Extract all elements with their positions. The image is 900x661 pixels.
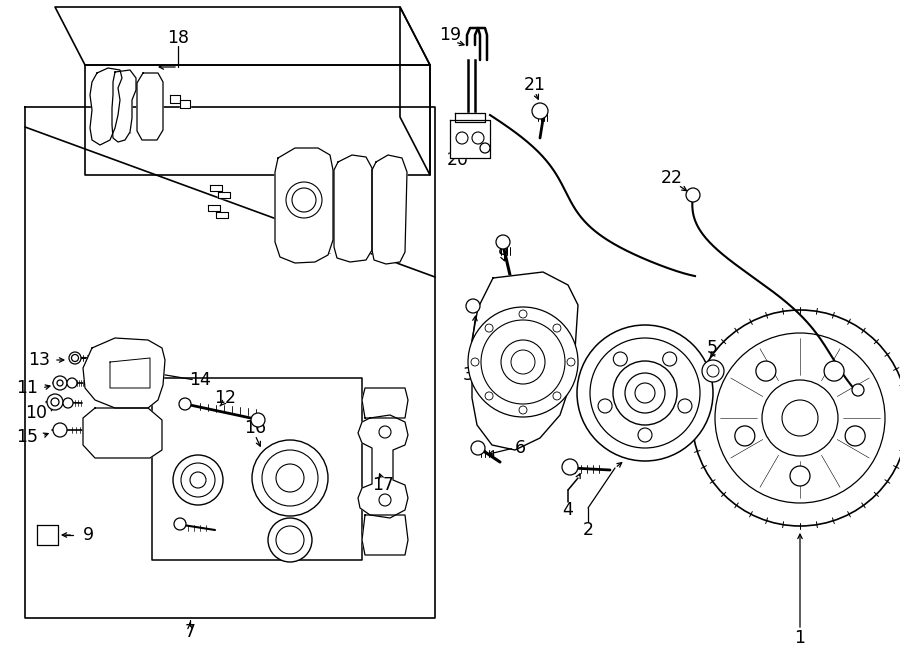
Circle shape xyxy=(47,394,63,410)
Text: 9: 9 xyxy=(83,526,94,544)
Circle shape xyxy=(286,182,322,218)
Circle shape xyxy=(179,398,191,410)
Circle shape xyxy=(613,352,627,366)
Text: 2: 2 xyxy=(582,521,593,539)
Circle shape xyxy=(577,325,713,461)
Polygon shape xyxy=(110,358,150,388)
Polygon shape xyxy=(83,338,165,408)
Circle shape xyxy=(756,361,776,381)
Circle shape xyxy=(496,235,510,249)
Circle shape xyxy=(790,466,810,486)
Circle shape xyxy=(662,352,677,366)
Circle shape xyxy=(845,426,865,446)
Polygon shape xyxy=(170,95,180,103)
Text: 11: 11 xyxy=(16,379,38,397)
Polygon shape xyxy=(90,68,122,145)
Circle shape xyxy=(466,299,480,313)
Polygon shape xyxy=(37,525,58,545)
Polygon shape xyxy=(210,185,222,191)
Text: 16: 16 xyxy=(244,419,266,437)
Text: 15: 15 xyxy=(16,428,38,446)
Circle shape xyxy=(173,455,223,505)
Text: 3: 3 xyxy=(463,366,473,384)
Polygon shape xyxy=(112,70,136,142)
Circle shape xyxy=(692,310,900,526)
Circle shape xyxy=(485,324,493,332)
Circle shape xyxy=(678,399,692,413)
Circle shape xyxy=(471,441,485,455)
Polygon shape xyxy=(55,7,430,65)
Polygon shape xyxy=(455,113,485,122)
Circle shape xyxy=(379,426,391,438)
Polygon shape xyxy=(358,415,408,518)
Circle shape xyxy=(852,384,864,396)
Text: 20: 20 xyxy=(447,151,469,169)
Polygon shape xyxy=(450,120,490,158)
Circle shape xyxy=(71,354,78,362)
Circle shape xyxy=(174,518,186,530)
Polygon shape xyxy=(334,155,372,262)
Circle shape xyxy=(57,380,63,386)
Text: 21: 21 xyxy=(524,76,546,94)
Polygon shape xyxy=(83,408,162,458)
Text: 22: 22 xyxy=(661,169,683,187)
Circle shape xyxy=(53,376,67,390)
Polygon shape xyxy=(218,192,230,198)
Text: 7: 7 xyxy=(184,623,195,641)
Text: 8: 8 xyxy=(498,241,508,259)
Circle shape xyxy=(252,440,328,516)
Circle shape xyxy=(567,358,575,366)
Text: 6: 6 xyxy=(515,439,526,457)
Circle shape xyxy=(734,426,755,446)
Text: 18: 18 xyxy=(167,29,189,47)
Text: 13: 13 xyxy=(28,351,50,369)
Polygon shape xyxy=(275,148,333,263)
Polygon shape xyxy=(208,205,220,211)
Circle shape xyxy=(686,188,700,202)
Text: 14: 14 xyxy=(189,371,211,389)
Text: 19: 19 xyxy=(439,26,461,44)
Circle shape xyxy=(480,143,490,153)
Circle shape xyxy=(251,413,265,427)
Circle shape xyxy=(519,406,527,414)
Text: 10: 10 xyxy=(25,404,47,422)
Polygon shape xyxy=(180,100,190,108)
Polygon shape xyxy=(362,388,408,418)
Text: 1: 1 xyxy=(795,629,806,647)
Text: 17: 17 xyxy=(372,476,394,494)
Circle shape xyxy=(532,103,548,119)
Circle shape xyxy=(268,518,312,562)
Circle shape xyxy=(598,399,612,413)
Circle shape xyxy=(702,360,724,382)
Polygon shape xyxy=(400,7,430,175)
Polygon shape xyxy=(216,212,228,218)
Polygon shape xyxy=(152,378,362,560)
Text: 4: 4 xyxy=(562,501,573,519)
Polygon shape xyxy=(137,73,163,140)
Circle shape xyxy=(638,428,652,442)
Circle shape xyxy=(519,310,527,318)
Circle shape xyxy=(471,358,479,366)
Text: 5: 5 xyxy=(706,339,717,357)
Polygon shape xyxy=(472,272,578,450)
Circle shape xyxy=(63,398,73,408)
Circle shape xyxy=(553,392,561,400)
Circle shape xyxy=(53,423,67,437)
Circle shape xyxy=(485,392,493,400)
Circle shape xyxy=(468,307,578,417)
Circle shape xyxy=(69,352,81,364)
Polygon shape xyxy=(372,155,407,264)
Circle shape xyxy=(562,459,578,475)
Circle shape xyxy=(379,494,391,506)
Polygon shape xyxy=(362,515,408,555)
Circle shape xyxy=(67,378,77,388)
Circle shape xyxy=(51,398,59,406)
Text: 12: 12 xyxy=(214,389,236,407)
Circle shape xyxy=(824,361,844,381)
Circle shape xyxy=(553,324,561,332)
